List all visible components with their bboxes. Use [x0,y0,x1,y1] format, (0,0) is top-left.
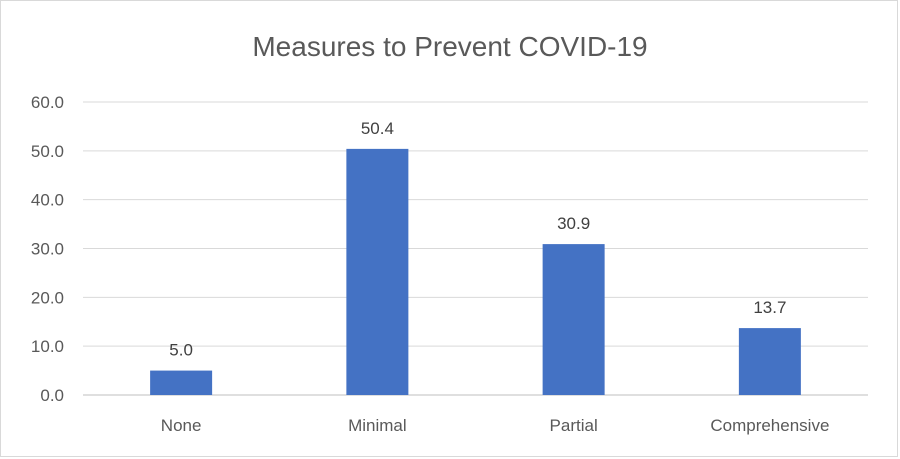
bar [150,370,213,395]
x-category-label: Comprehensive [710,416,829,435]
data-label: 30.9 [557,214,590,233]
y-tick-label: 20.0 [31,288,64,307]
y-tick-label: 30.0 [31,240,64,259]
y-tick-label: 0.0 [40,386,64,405]
gridlines [83,101,868,396]
y-tick-label: 40.0 [31,191,64,210]
y-tick-label: 50.0 [31,142,64,161]
y-tick-label: 10.0 [31,337,64,356]
data-label: 5.0 [169,341,193,360]
bar [346,148,409,395]
x-category-label: None [161,416,202,435]
bars [150,148,801,395]
x-category-label: Minimal [348,416,407,435]
y-tick-label: 60.0 [31,93,64,112]
y-axis-ticks: 0.0 10.0 20.0 30.0 40.0 50.0 60.0 [31,93,64,405]
chart-title: Measures to Prevent COVID-19 [252,31,647,62]
bar [542,244,605,395]
x-axis-categories: None Minimal Partial Comprehensive [161,416,830,435]
data-label: 13.7 [753,298,786,317]
x-category-label: Partial [550,416,598,435]
data-label: 50.4 [361,119,394,138]
data-labels: 5.0 50.4 30.9 13.7 [169,119,786,360]
bar [738,328,801,395]
